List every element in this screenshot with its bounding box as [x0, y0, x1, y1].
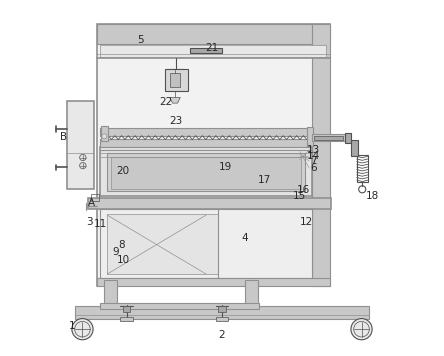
- Bar: [100, 303, 259, 309]
- Text: 9: 9: [113, 247, 119, 257]
- Text: 14: 14: [307, 151, 321, 161]
- Bar: [190, 48, 222, 53]
- Text: 2: 2: [219, 330, 225, 340]
- Bar: [218, 306, 226, 312]
- Circle shape: [79, 162, 86, 169]
- Bar: [307, 127, 313, 146]
- Bar: [91, 194, 99, 201]
- Circle shape: [102, 134, 107, 139]
- Text: 16: 16: [297, 185, 310, 195]
- Text: 15: 15: [293, 191, 306, 201]
- Text: 19: 19: [219, 162, 232, 172]
- Bar: [100, 45, 326, 57]
- Text: 21: 21: [205, 43, 218, 53]
- Bar: [100, 128, 312, 136]
- Text: 13: 13: [307, 145, 321, 155]
- Bar: [218, 209, 312, 278]
- Bar: [97, 24, 330, 44]
- Bar: [111, 157, 301, 189]
- Text: 11: 11: [94, 219, 107, 229]
- Bar: [101, 126, 107, 141]
- Bar: [345, 133, 351, 143]
- Text: 5: 5: [138, 35, 144, 45]
- Text: 3: 3: [86, 217, 93, 227]
- Text: 17: 17: [258, 175, 271, 185]
- Text: 23: 23: [170, 116, 183, 126]
- Bar: [103, 281, 117, 306]
- Bar: [107, 214, 305, 274]
- Text: 10: 10: [116, 255, 130, 265]
- Polygon shape: [170, 98, 180, 103]
- Text: 4: 4: [242, 233, 248, 243]
- Circle shape: [351, 319, 372, 340]
- Bar: [123, 306, 130, 312]
- Bar: [170, 73, 180, 87]
- Text: 8: 8: [118, 240, 125, 250]
- Circle shape: [72, 319, 93, 340]
- Bar: [107, 153, 305, 192]
- Bar: [166, 68, 188, 91]
- Bar: [120, 317, 133, 321]
- Bar: [357, 155, 368, 182]
- Bar: [97, 24, 330, 286]
- Text: 22: 22: [159, 97, 172, 107]
- Circle shape: [79, 155, 86, 161]
- Text: B: B: [60, 132, 67, 142]
- Bar: [312, 24, 330, 286]
- Text: A: A: [88, 198, 95, 208]
- Text: 7: 7: [310, 156, 317, 166]
- Text: 18: 18: [365, 191, 379, 201]
- Bar: [216, 317, 228, 321]
- Bar: [100, 147, 312, 196]
- Bar: [245, 281, 258, 306]
- Bar: [100, 139, 312, 147]
- Bar: [351, 140, 358, 156]
- Bar: [67, 101, 94, 189]
- Text: 12: 12: [300, 217, 313, 227]
- Text: 20: 20: [116, 166, 130, 176]
- Bar: [75, 306, 369, 319]
- Bar: [88, 198, 332, 209]
- Bar: [97, 278, 330, 286]
- Bar: [312, 134, 345, 141]
- Text: 1: 1: [68, 321, 75, 331]
- Bar: [314, 136, 343, 140]
- Bar: [100, 209, 312, 278]
- Text: 6: 6: [310, 163, 317, 173]
